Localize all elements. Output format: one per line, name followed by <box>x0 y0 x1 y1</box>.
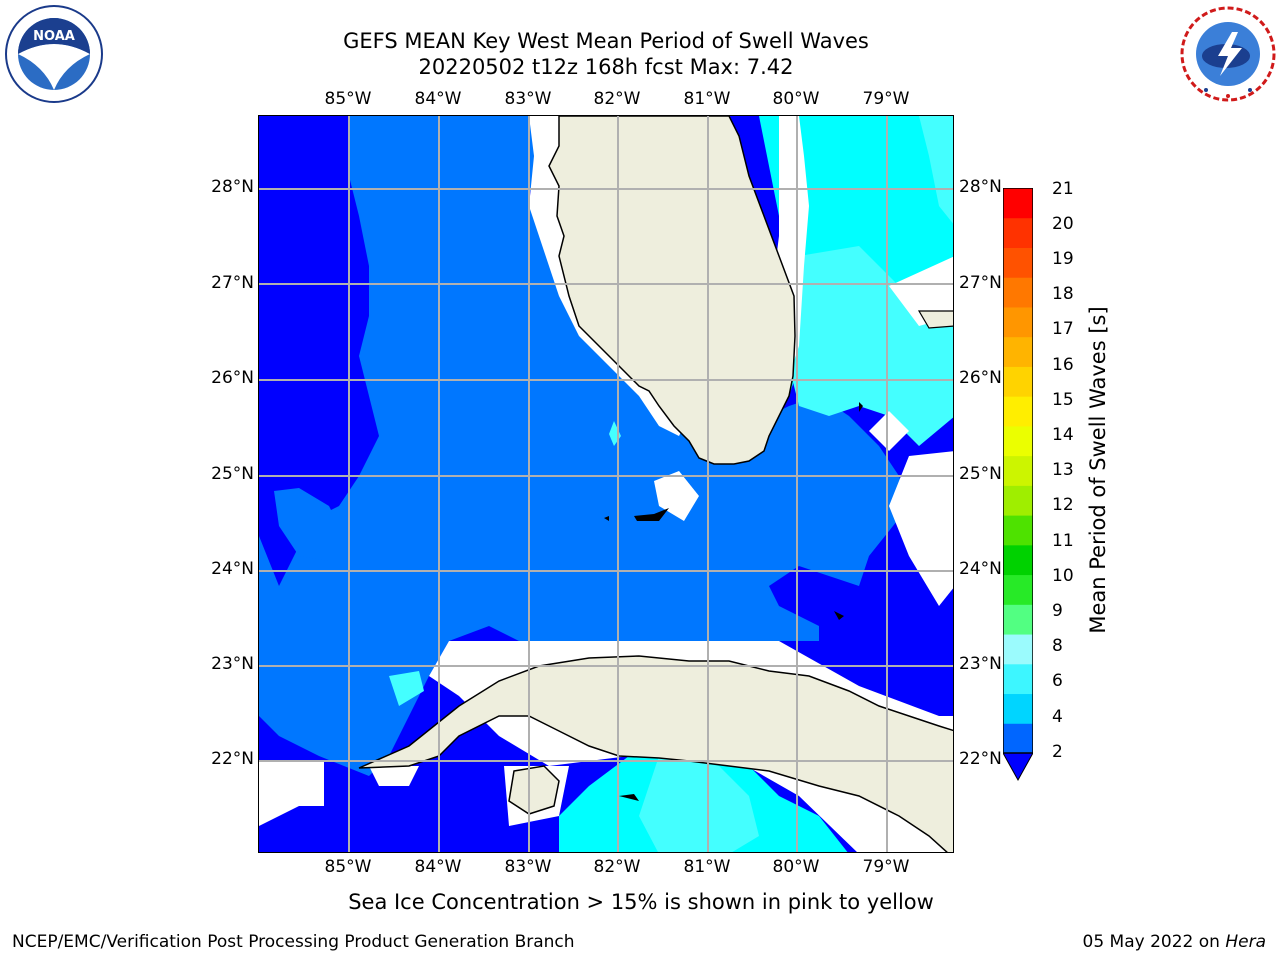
footer-host: Hera <box>1225 932 1266 952</box>
lat-tick-left: 26°N <box>211 368 254 388</box>
lat-tick-left: 24°N <box>211 559 254 579</box>
sea-ice-note: Sea Ice Concentration > 15% is shown in … <box>348 890 934 914</box>
colorbar-tick: 10 <box>1052 566 1074 586</box>
colorbar-segment <box>1003 485 1033 516</box>
colorbar-tick: 16 <box>1052 355 1074 375</box>
chart-title: GEFS MEAN Key West Mean Period of Swell … <box>343 29 869 53</box>
land-isla-juventud <box>508 765 560 815</box>
colorbar-tick: 14 <box>1052 425 1074 445</box>
lat-tick-right: 24°N <box>959 559 1002 579</box>
colorbar-tick: 13 <box>1052 460 1074 480</box>
colorbar-segment <box>1003 544 1033 576</box>
lat-tick-right: 25°N <box>959 464 1002 484</box>
colorbar-segment <box>1003 366 1033 397</box>
swell-zone-4-6 <box>259 116 909 776</box>
lon-tick-bottom: 79°W <box>862 857 910 877</box>
colorbar-tick: 11 <box>1052 531 1074 551</box>
lat-tick-left: 23°N <box>211 654 254 674</box>
lat-tick-left: 22°N <box>211 749 254 769</box>
map-panel[interactable] <box>258 115 954 853</box>
lon-tick-top: 80°W <box>772 89 820 109</box>
colorbar-tick: 9 <box>1052 601 1063 621</box>
noaa-logo: NOAA <box>5 5 103 103</box>
colorbar-segment <box>1003 574 1033 605</box>
lon-tick-top: 82°W <box>593 89 641 109</box>
lon-tick-bottom: 80°W <box>772 857 820 877</box>
colorbar-extend-triangle <box>1003 752 1033 782</box>
colorbar-segment <box>1003 277 1033 308</box>
lat-tick-left: 28°N <box>211 177 254 197</box>
colorbar-label: Mean Period of Swell Waves [s] <box>1086 306 1110 634</box>
colorbar-segment <box>1003 604 1033 635</box>
colorbar-segment <box>1003 396 1033 427</box>
nws-logo <box>1180 6 1276 102</box>
colorbar-segments <box>1003 188 1033 754</box>
lon-tick-bottom: 83°W <box>504 857 552 877</box>
colorbar-tick: 18 <box>1052 284 1074 304</box>
footer-credit: NCEP/EMC/Verification Post Processing Pr… <box>12 932 575 952</box>
colorbar-segment <box>1003 425 1033 457</box>
lat-tick-right: 22°N <box>959 749 1002 769</box>
lat-tick-left: 25°N <box>211 464 254 484</box>
map-grid <box>259 116 953 852</box>
lon-tick-bottom: 82°W <box>593 857 641 877</box>
lat-tick-left: 27°N <box>211 273 254 293</box>
lon-tick-top: 81°W <box>683 89 731 109</box>
land-florida <box>548 116 796 465</box>
colorbar-tick: 20 <box>1052 214 1074 234</box>
lat-tick-right: 26°N <box>959 368 1002 388</box>
lat-tick-right: 23°N <box>959 654 1002 674</box>
lon-tick-top: 83°W <box>504 89 552 109</box>
lon-tick-top: 84°W <box>414 89 462 109</box>
colorbar-tick: 15 <box>1052 390 1074 410</box>
colorbar-tick: 17 <box>1052 319 1074 339</box>
colorbar-segment <box>1003 515 1033 546</box>
colorbar-tick: 8 <box>1052 636 1063 656</box>
colorbar-tick: 4 <box>1052 707 1063 727</box>
colorbar-tick: 6 <box>1052 671 1063 691</box>
map-plot[interactable] <box>259 116 954 853</box>
colorbar-segment <box>1003 336 1033 367</box>
lon-tick-bottom: 85°W <box>324 857 372 877</box>
colorbar-segment <box>1003 693 1033 724</box>
colorbar-tick: 21 <box>1052 179 1074 199</box>
lon-tick-top: 79°W <box>862 89 910 109</box>
colorbar <box>1003 188 1033 782</box>
colorbar-tick: 2 <box>1052 742 1063 762</box>
land-cuba <box>358 655 953 852</box>
lon-tick-top: 85°W <box>324 89 372 109</box>
chart-subtitle: 20220502 t12z 168h fcst Max: 7.42 <box>418 55 794 79</box>
lat-tick-right: 28°N <box>959 177 1002 197</box>
colorbar-segment <box>1003 247 1033 278</box>
colorbar-segment <box>1003 634 1033 665</box>
colorbar-tick: 12 <box>1052 495 1074 515</box>
lon-tick-bottom: 81°W <box>683 857 731 877</box>
colorbar-segment <box>1003 306 1033 338</box>
colorbar-segment <box>1003 723 1033 754</box>
colorbar-segment <box>1003 455 1033 486</box>
colorbar-segment <box>1003 188 1033 219</box>
footer-date: 05 May 2022 on Hera <box>1083 932 1267 952</box>
colorbar-tick: 19 <box>1052 249 1074 269</box>
lon-tick-bottom: 84°W <box>414 857 462 877</box>
colorbar-segment <box>1003 663 1033 695</box>
noaa-logo-text: NOAA <box>33 29 75 44</box>
lat-tick-right: 27°N <box>959 273 1002 293</box>
footer-date-text: 05 May 2022 on <box>1082 932 1220 952</box>
colorbar-segment <box>1003 217 1033 248</box>
